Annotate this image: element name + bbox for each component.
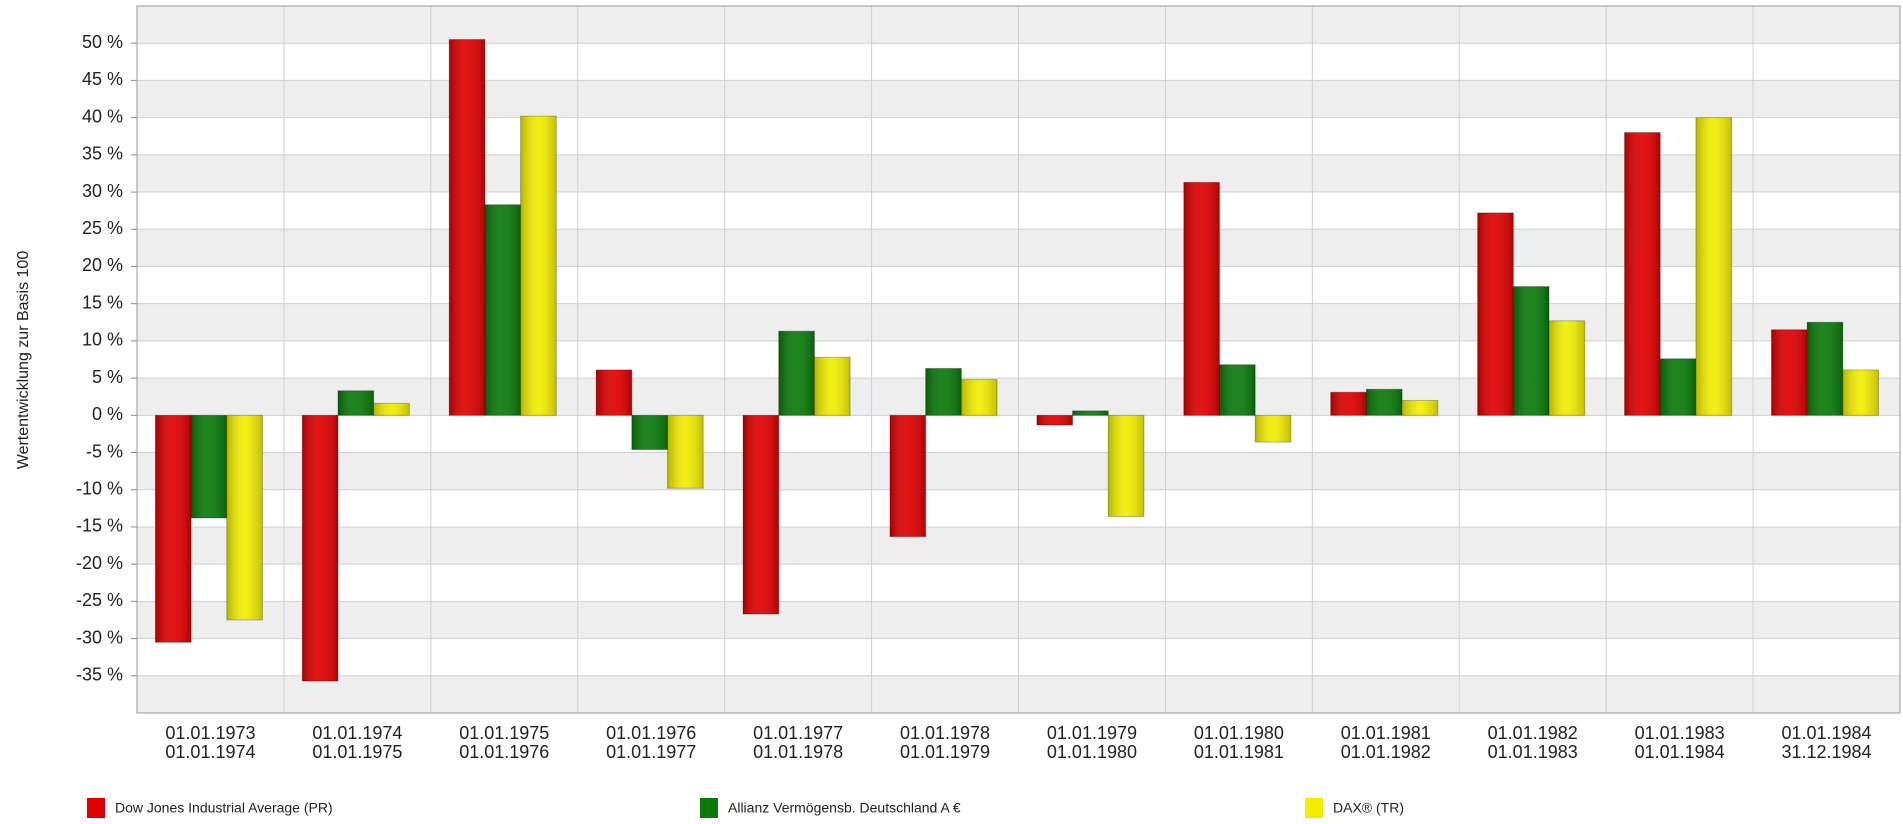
bar-shade	[960, 379, 998, 416]
bar-shade	[1512, 286, 1550, 416]
y-tick-label: -35 %	[76, 665, 123, 685]
x-tick-label: 01.01.1975	[312, 742, 402, 762]
x-tick-label: 01.01.1979	[1047, 723, 1137, 743]
bar-shade	[1548, 320, 1586, 416]
y-tick-label: -15 %	[76, 516, 123, 536]
bar-shade	[1072, 410, 1109, 416]
bar-shade	[1330, 391, 1367, 416]
bar-shade	[925, 367, 962, 416]
x-tick-label: 01.01.1976	[606, 723, 696, 743]
bar-shade	[667, 414, 704, 489]
bar-shade	[1624, 132, 1661, 416]
x-tick-label: 01.01.1982	[1488, 723, 1578, 743]
bar-shade	[154, 414, 192, 643]
y-tick-label: 5 %	[92, 367, 123, 387]
x-tick-label: 01.01.1983	[1635, 723, 1725, 743]
x-tick-label: 01.01.1983	[1488, 742, 1578, 762]
bar-shade	[373, 402, 410, 416]
legend-label: DAX® (TR)	[1333, 800, 1404, 816]
x-tick-label: 01.01.1984	[1635, 742, 1725, 762]
bar-shade	[448, 38, 486, 416]
x-tick-label: 01.01.1974	[312, 723, 402, 743]
bar-shade	[484, 204, 522, 416]
bar-shade	[520, 115, 557, 416]
x-tick-label: 01.01.1978	[900, 723, 990, 743]
y-tick-label: -5 %	[86, 441, 123, 461]
y-tick-label: 40 %	[82, 106, 123, 126]
bar-shade	[813, 356, 851, 416]
bar-shade	[631, 414, 669, 451]
y-tick-label: 20 %	[82, 255, 123, 275]
y-tick-label: 30 %	[82, 181, 123, 201]
y-tick-label: 35 %	[82, 144, 123, 164]
y-tick-label: -10 %	[76, 478, 123, 498]
x-tick-label: 01.01.1981	[1194, 742, 1284, 762]
bar-shade	[1842, 369, 1880, 416]
bar-shade	[1218, 364, 1256, 416]
bar-shade	[742, 414, 780, 615]
x-tick-label: 01.01.1979	[900, 742, 990, 762]
bar-shade	[1401, 399, 1439, 416]
bar-shade	[1695, 117, 1733, 416]
legend-swatch	[1305, 798, 1323, 818]
bar-shade	[1183, 181, 1220, 416]
x-tick-label: 01.01.1973	[165, 723, 255, 743]
bar-shade	[1036, 414, 1074, 426]
x-tick-label: 01.01.1977	[606, 742, 696, 762]
bar-shade	[1806, 321, 1844, 416]
legend-swatch	[700, 798, 718, 818]
bar-shade	[1659, 358, 1697, 416]
bar-shade	[190, 414, 228, 519]
legend-swatch	[87, 798, 105, 818]
x-tick-label: 01.01.1977	[753, 723, 843, 743]
bar-shade	[778, 330, 815, 416]
y-tick-label: 50 %	[82, 32, 123, 52]
x-tick-label: 01.01.1974	[165, 742, 255, 762]
bar-shade	[889, 414, 927, 538]
y-tick-label: 0 %	[92, 404, 123, 424]
x-tick-label: 01.01.1978	[753, 742, 843, 762]
y-tick-label: 15 %	[82, 292, 123, 312]
bar-shade	[301, 414, 339, 682]
bar-shade	[1365, 388, 1403, 416]
y-tick-label: 10 %	[82, 330, 123, 350]
plot-frame	[136, 5, 1901, 714]
x-tick-label: 01.01.1980	[1047, 742, 1137, 762]
x-tick-label: 01.01.1981	[1341, 723, 1431, 743]
x-tick-label: 01.01.1975	[459, 723, 549, 743]
bar-shade	[226, 414, 263, 621]
y-tick-label: -20 %	[76, 553, 123, 573]
x-tick-label: 31.12.1984	[1781, 742, 1871, 762]
bar-shade	[1477, 212, 1514, 416]
x-tick-label: 01.01.1976	[459, 742, 549, 762]
x-tick-label: 01.01.1984	[1781, 723, 1871, 743]
y-tick-label: -25 %	[76, 590, 123, 610]
legend-label: Dow Jones Industrial Average (PR)	[115, 800, 333, 816]
bar-shade	[595, 369, 633, 416]
legend-label: Allianz Vermögensb. Deutschland A €	[728, 800, 961, 816]
x-tick-label: 01.01.1980	[1194, 723, 1284, 743]
y-tick-label: 25 %	[82, 218, 123, 238]
y-tick-label: -30 %	[76, 627, 123, 647]
bar-shade	[337, 390, 375, 416]
bar-shade	[1107, 414, 1145, 518]
x-tick-label: 01.01.1982	[1341, 742, 1431, 762]
y-axis-label: Wertentwicklung zur Basis 100	[15, 251, 32, 470]
bar-shade	[1254, 414, 1292, 443]
y-tick-label: 45 %	[82, 69, 123, 89]
bar-shade	[1770, 329, 1808, 416]
